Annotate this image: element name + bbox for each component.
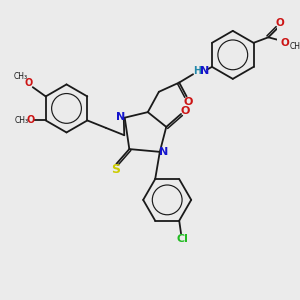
Text: O: O xyxy=(180,106,189,116)
Text: N: N xyxy=(116,112,126,122)
Text: O: O xyxy=(184,97,193,107)
Text: O: O xyxy=(27,116,35,125)
Text: N: N xyxy=(200,67,210,76)
Text: CH₃: CH₃ xyxy=(15,116,29,125)
Text: O: O xyxy=(24,78,32,88)
Text: H: H xyxy=(194,67,202,76)
Text: N: N xyxy=(159,147,168,157)
Text: O: O xyxy=(275,18,284,28)
Text: Cl: Cl xyxy=(176,234,188,244)
Text: S: S xyxy=(111,163,120,176)
Text: O: O xyxy=(280,38,290,48)
Text: CH₃: CH₃ xyxy=(14,72,28,81)
Text: CH₃: CH₃ xyxy=(290,42,300,51)
